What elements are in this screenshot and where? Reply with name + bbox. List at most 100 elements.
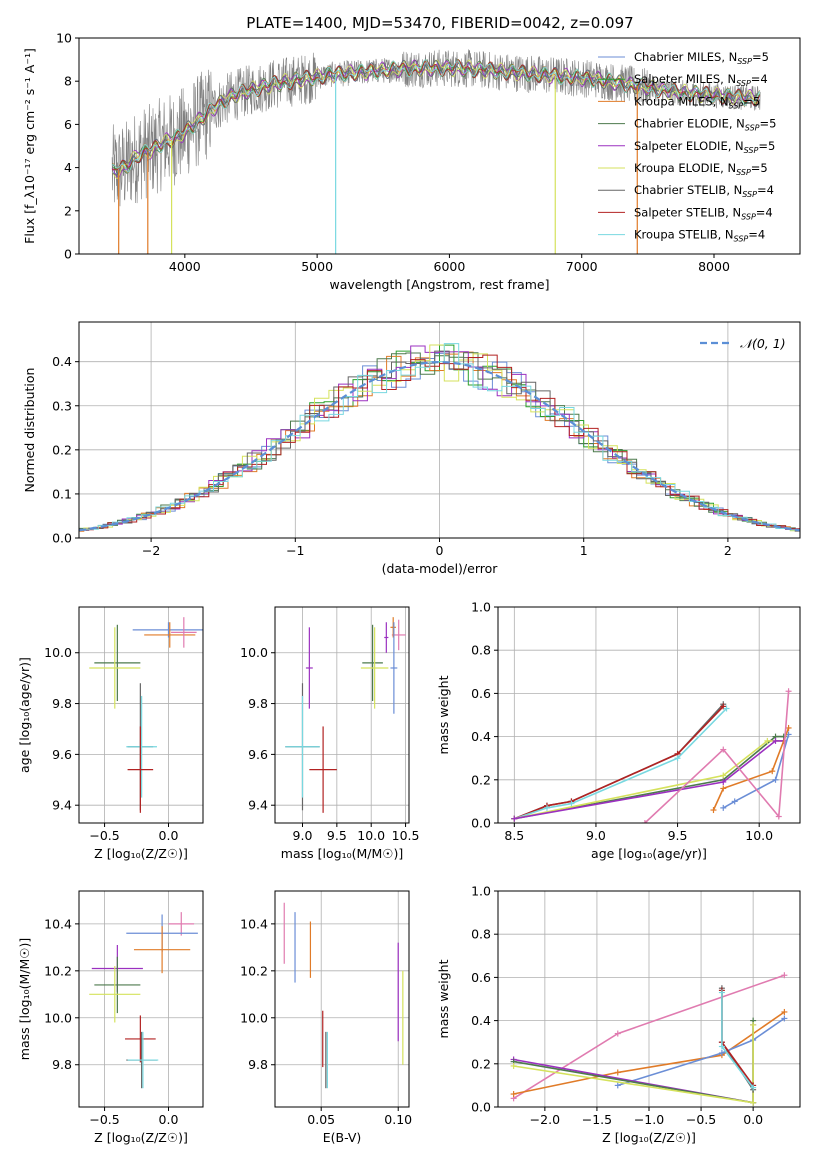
axes-frame: [274, 890, 410, 1108]
chart-residuals: −2 −1 0 1 2 0.0 0.1 0.2 0.3 0.4 (data-model)/error…: [22, 321, 801, 576]
errorbar-point: [362, 624, 383, 702]
mass-weight-marker: [781, 972, 788, 979]
errorbar-point: [126, 695, 157, 798]
y-axis-label: Flux [f_λ10⁻¹⁷ erg cm⁻² s⁻¹ A⁻¹]: [22, 48, 37, 244]
x-tick-label: −1: [286, 543, 304, 558]
mass-weight-marker: [510, 1062, 517, 1069]
mass-weight-marker: [775, 813, 782, 820]
mass-weight-marker: [772, 776, 779, 783]
frame-age_vs_mass: 9.0 9.5 10.0 10.5 9.4 9.6 9.8 10.0 mass [log₁₀(M…: [240, 606, 419, 861]
y-tick-label: 0.2: [471, 772, 491, 787]
x-tick-label: 6000: [434, 259, 466, 274]
errorbar-point: [127, 726, 154, 813]
frame-mass_vs_ebv: 0.05 0.10 9.8 10.0 10.2 10.4 E(B-V): [240, 890, 412, 1145]
axes-frame: [78, 37, 801, 255]
frame-mass_vs_Z: −0.5 0.0 9.8 10.0 10.2 10.4 Z [log₁₀(Z/Z☉)] mas…: [17, 890, 204, 1145]
frame-age_vs_Z: −0.5 0.0 9.4 9.6 9.8 10.0 Z [log₁₀(Z/Z☉)] age […: [17, 606, 204, 861]
mass-weight-marker: [750, 1084, 757, 1091]
x-tick-label: −1.0: [634, 1112, 664, 1127]
y-tick-label: 9.8: [52, 1057, 72, 1072]
y-tick-label: 9.8: [248, 696, 268, 711]
y-tick-label: 9.6: [52, 747, 72, 762]
y-tick-label: 2: [64, 203, 72, 218]
mass-weight-marker: [720, 746, 727, 753]
mass-weight-marker: [720, 772, 727, 779]
mass-weight-marker: [731, 798, 738, 805]
chart-age_vs_Z: −0.5 0.0 9.4 9.6 9.8 10.0 Z [log₁₀(Z/Z☉)] age […: [17, 606, 204, 861]
y-tick-label: 9.6: [248, 747, 268, 762]
x-tick-label: −0.5: [89, 828, 119, 843]
y-tick-label: 0.6: [471, 686, 491, 701]
frame-residuals: −2 −1 0 1 2 0.0 0.1 0.2 0.3 0.4 (data-model)/error…: [22, 321, 801, 576]
y-tick-label: 0.0: [52, 531, 72, 546]
mass-weight-line: [644, 691, 790, 823]
errorbar-point: [144, 622, 196, 648]
mass-weight-marker: [723, 705, 730, 712]
mass-weight-line: [514, 740, 784, 820]
mass-weight-line: [721, 992, 754, 1089]
plot-area-spectrum: [111, 49, 761, 254]
chart-mass_vs_Z: −0.5 0.0 9.8 10.0 10.2 10.4 Z [log₁₀(Z/Z☉)] mas…: [17, 890, 204, 1145]
mass-weight-marker: [718, 989, 725, 996]
y-tick-label: 10.0: [44, 1010, 72, 1025]
y-tick-label: 0.2: [52, 442, 72, 457]
x-tick-label: 0.10: [384, 1112, 412, 1127]
mass-weight-marker: [543, 804, 550, 811]
mass-weight-marker: [614, 1030, 621, 1037]
x-tick-label: 0.0: [743, 1112, 763, 1127]
x-axis-label: E(B-V): [323, 1130, 362, 1145]
plot-area-mass_vs_ebv: [283, 902, 404, 1089]
mass-weight-marker: [720, 778, 727, 785]
frame-massweight_vs_age: 8.5 9.0 9.5 10.0 0.0 0.2 0.4 0.6 0.8 1.0 age [log₁…: [436, 600, 801, 861]
mass-weight-line: [513, 1020, 754, 1104]
mass-weight-marker: [674, 755, 681, 762]
mass-weight-marker: [720, 785, 727, 792]
y-tick-label: 10.0: [240, 1010, 268, 1025]
y-tick-label: 0.6: [471, 970, 491, 985]
mass-weight-marker: [785, 688, 792, 695]
y-tick-label: 1.0: [471, 600, 491, 615]
y-tick-label: 0.0: [471, 816, 491, 831]
chart-mass_vs_ebv: 0.05 0.10 9.8 10.0 10.2 10.4 E(B-V): [240, 890, 412, 1145]
y-tick-label: 10.0: [240, 645, 268, 660]
spectrum-legend: Chabrier MILES, NSSP=5 Salpeter MILES, NS…: [598, 50, 776, 244]
x-tick-label: 9.0: [293, 828, 313, 843]
x-tick-label: 0.0: [159, 1112, 179, 1127]
y-tick-label: 0.4: [471, 729, 491, 744]
plot-area-massweight_vs_age: [511, 688, 792, 823]
x-tick-label: 9.0: [586, 828, 606, 843]
chart-massweight_vs_age: 8.5 9.0 9.5 10.0 0.0 0.2 0.4 0.6 0.8 1.0 age [log₁…: [436, 600, 801, 861]
y-tick-label: 0.3: [52, 398, 72, 413]
mass-weight-marker: [785, 724, 792, 731]
chart-massweight_vs_Z: −2.0 −1.5 −1.0 −0.5 0.0 0.0 0.2 0.4 0.6 0.8 1.0 Z […: [436, 884, 801, 1145]
y-tick-label: 0.8: [471, 927, 491, 942]
y-tick-label: 0.1: [52, 486, 72, 501]
mass-weight-marker: [764, 737, 771, 744]
y-axis-label: age [log₁₀(age/yr)]: [17, 657, 32, 773]
figure-title: PLATE=1400, MJD=53470, FIBERID=0042, z=0…: [246, 14, 633, 32]
errorbar-point: [133, 926, 191, 974]
axes-frame: [274, 606, 410, 824]
mass-weight-marker: [511, 815, 518, 822]
legend-entry: Salpeter ELODIE, NSSP=5: [634, 139, 775, 155]
mass-weight-line: [722, 734, 790, 809]
x-axis-label: Z [log₁₀(Z/Z☉)]: [94, 846, 188, 861]
y-tick-label: 10.0: [44, 645, 72, 660]
mass-weight-marker: [710, 807, 717, 814]
x-tick-label: 1: [580, 543, 588, 558]
plot-area-massweight_vs_Z: [510, 972, 788, 1106]
axes-frame: [78, 606, 204, 824]
errorbar-point: [94, 956, 141, 1014]
y-tick-label: 10.2: [44, 963, 72, 978]
frame-spectrum: 4000 5000 6000 7000 8000 0 2 4 6 8 10 wavelength [A…: [22, 31, 801, 292]
errorbar-point: [384, 622, 389, 653]
y-tick-label: 6: [64, 117, 72, 132]
x-tick-label: 9.5: [668, 828, 688, 843]
mass-weight-line: [721, 988, 754, 1091]
legend-entry: Chabrier ELODIE, NSSP=5: [634, 117, 776, 133]
x-tick-label: 9.5: [327, 828, 347, 843]
mass-weight-line: [514, 707, 728, 820]
gaussian-curve: [79, 360, 800, 532]
mass-weight-marker: [510, 1091, 517, 1098]
